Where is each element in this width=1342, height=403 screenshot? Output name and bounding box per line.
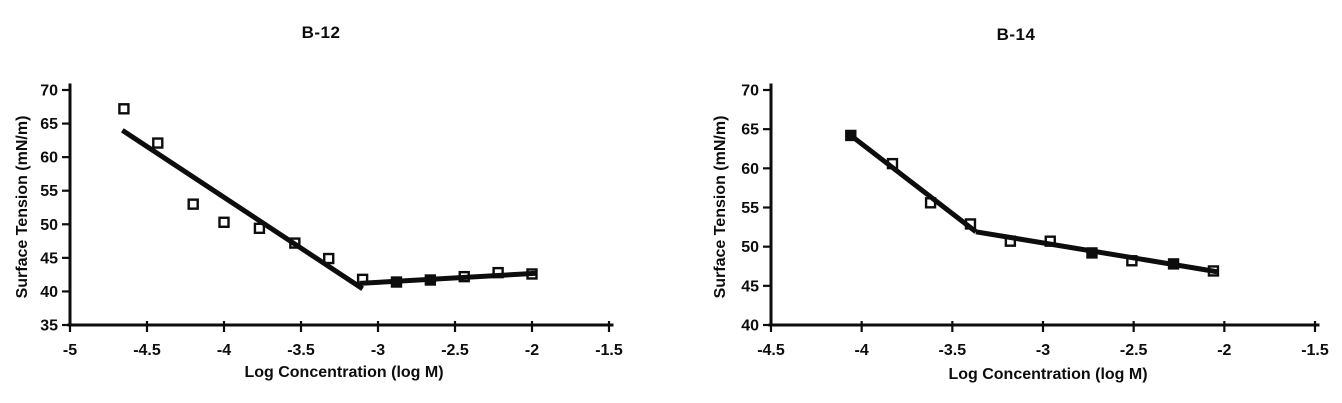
data-point-open-square [187,198,199,210]
fitted-trend-line [120,128,364,291]
y-tick-label: 60 [40,150,58,167]
y-tick-label: 35 [40,318,58,335]
y-tick-label: 45 [741,278,759,295]
x-tick-label: -3.5 [939,342,967,359]
data-point-open-square [218,216,230,228]
fitted-trend-line [359,270,537,286]
x-tick-label: -4.5 [757,342,785,359]
y-tick-label: 40 [40,284,58,301]
y-tick-label: 50 [741,239,759,256]
y-tick-label: 70 [741,83,759,100]
y-tick-label: 45 [40,250,58,267]
y-axis-title: Surface Tension (mN/m) [712,116,729,299]
x-tick-label: -4.5 [133,342,161,359]
x-tick-label: -2 [1217,342,1231,359]
y-axis-title: Surface Tension (mN/m) [14,116,31,299]
y-tick-label: 55 [741,200,759,217]
chart-title: B-12 [302,23,341,42]
data-point-filled-square [424,274,437,286]
y-tick-label: 65 [40,116,58,133]
x-tick-label: -2.5 [1120,342,1148,359]
data-point-filled-square [1167,258,1180,270]
x-tick-label: -1.5 [1301,342,1329,359]
data-point-filled-square [1086,247,1098,259]
data-point-open-square [253,222,266,235]
x-tick-label: -3.5 [287,342,315,359]
chart-b14: B-14 Log Concentration (log M) Surface T… [671,0,1342,403]
plot-area: 35 40 45 50 55 60 65 70 -5 -4.5 -4 -3.5 -3 -2.5 -2 -1.5 [40,83,623,360]
x-tick-label: -4 [217,342,231,359]
x-tick-label: -4 [855,342,869,359]
x-tick-label: -3 [371,342,385,359]
data-point-open-square [323,252,335,265]
y-tick-label: 55 [40,183,58,200]
chart-b14-svg: B-14 Log Concentration (log M) Surface T… [712,25,1329,383]
x-axis-title: Log Concentration (log M) [244,364,443,381]
data-point-filled-square [845,129,857,142]
y-tick-label: 50 [40,217,58,234]
x-tick-label: -5 [63,342,77,359]
fitted-trend-line [849,133,978,234]
chart-title: B-14 [997,25,1036,44]
x-tick-label: -2.5 [441,342,469,359]
y-tick-label: 70 [40,83,58,100]
y-tick-label: 60 [741,161,759,178]
x-axis-title: Log Concentration (log M) [948,366,1147,383]
data-point-filled-square [390,276,403,288]
y-tick-label: 65 [741,122,759,139]
y-tick-label: 40 [741,318,759,335]
chart-b12-svg: B-12 Log Concentration (log M) Surface T… [14,23,623,381]
x-tick-label: -2 [525,342,539,359]
x-tick-label: -3 [1036,342,1050,359]
data-point-open-square [118,103,130,115]
data-point-open-square [152,137,164,149]
x-tick-label: -1.5 [595,342,623,359]
plot-area: 40 45 50 55 60 65 70 -4.5 -4 -3.5 -3 -2.5 -2 -1.5 [741,83,1329,360]
chart-b12: B-12 Log Concentration (log M) Surface T… [14,23,623,381]
